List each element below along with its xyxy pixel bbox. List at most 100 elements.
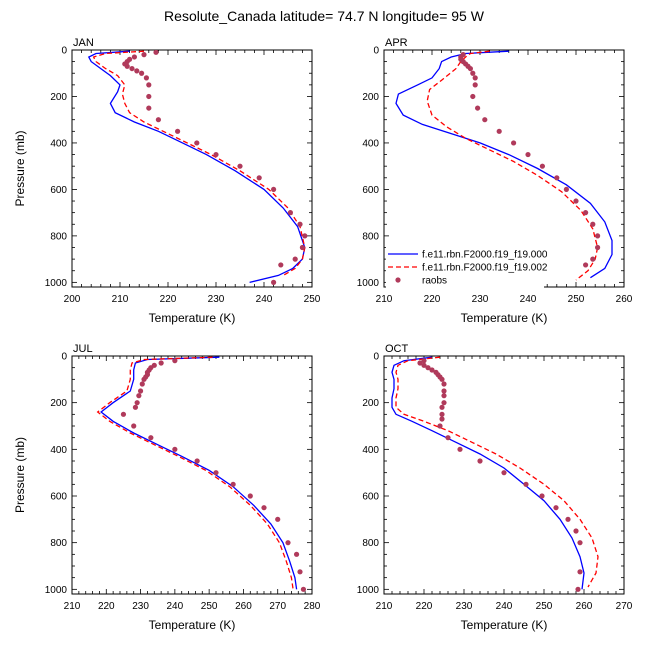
panel-title: OCT [385,343,409,355]
raobs-point [139,70,145,76]
y-tick-label: 600 [50,492,67,503]
y-tick-label: 200 [50,398,67,409]
panel-jan: 200 210 220 230 240 250 0 200 400 600 800 1000 JAN Te… [13,37,321,325]
raobs-point [271,279,277,285]
x-tick-label: 280 [304,601,321,612]
raobs-point [139,381,145,387]
panel-apr: 210 220 230 240 250 260 0 200 400 600 800 1000 APR Te… [357,37,633,325]
x-tick-label: 270 [269,601,286,612]
raobs-point [302,233,308,239]
y-tick-label: 1000 [357,278,380,289]
y-tick-label: 1000 [45,585,68,596]
raobs-point [439,416,445,422]
raobs-point [146,93,152,100]
y-tick-label: 400 [362,138,379,149]
raobs-point [525,151,531,158]
x-axis-label: Temperature (K) [461,311,548,325]
raobs-point [129,65,135,72]
raobs-point [285,540,291,546]
raobs-point [300,586,307,592]
raobs-point [148,435,154,441]
x-tick-label: 230 [132,601,149,612]
raobs-point [172,446,178,452]
legend-label: f.e11.rbn.F2000.f19_f19.000 [422,250,548,261]
raobs-point [261,505,267,511]
legend-label: raobs [422,276,447,287]
series-line-000 [87,50,306,284]
raobs-point [439,376,445,382]
x-tick-label: 250 [304,294,321,305]
raobs-point [441,400,447,406]
y-tick-label: 400 [362,445,379,456]
x-tick-label: 250 [536,601,553,612]
y-tick-label: 800 [362,231,379,242]
series-line-000 [395,50,613,279]
raobs-point [496,128,502,134]
raobs-point [194,140,200,146]
x-tick-label: 240 [520,294,537,305]
raobs-point [441,393,447,399]
raobs-point [256,175,262,181]
raobs-point [457,446,463,452]
raobs-point [120,411,127,417]
raobs-point [146,105,152,111]
x-tick-label: 260 [576,601,593,612]
raobs-point [271,186,277,193]
y-tick-label: 0 [61,46,67,57]
panels-container: 200 210 220 230 240 250 0 200 400 600 800 1000 JAN Te… [13,37,633,632]
raobs-point [237,163,243,169]
raobs-point [445,435,451,441]
series-line-002 [395,356,599,588]
raobs-point [441,388,447,394]
raobs-point [297,569,303,575]
raobs-point [292,256,298,262]
raobs-point [429,367,435,373]
raobs-point [583,262,589,268]
raobs-point [421,358,427,364]
panel-oct: 210 220 230 240 250 260 270 0 200 400 600 800 1000 OC… [357,343,633,632]
figure-title: Resolute_Canada latitude= 74.7 N longitu… [164,8,485,24]
raobs-point [472,82,478,88]
x-tick-label: 260 [235,601,252,612]
raobs-point [554,175,560,181]
raobs-point [143,75,149,81]
y-tick-label: 0 [373,352,379,363]
y-tick-label: 600 [362,492,379,503]
raobs-point [136,393,142,399]
raobs-point [441,381,447,387]
raobs-point [131,423,137,429]
panel-title: APR [385,37,408,49]
y-tick-label: 800 [50,538,67,549]
raobs-point [213,151,219,158]
raobs-point [539,493,545,499]
series-line-002 [96,356,294,590]
y-tick-label: 600 [362,185,379,196]
x-tick-label: 220 [98,601,115,612]
raobs-point [230,481,236,487]
x-tick-label: 210 [376,294,393,305]
x-tick-label: 240 [496,601,513,612]
raobs-point [583,210,589,216]
x-tick-label: 220 [160,294,177,305]
raobs-point [299,244,305,251]
y-tick-label: 200 [362,92,379,103]
x-axis-label: Temperature (K) [149,311,236,325]
raobs-point [575,586,581,592]
raobs-point [134,400,140,406]
x-tick-label: 210 [376,601,393,612]
series-line-002 [92,50,306,276]
raobs-point [417,360,423,366]
raobs-point [213,470,219,476]
raobs-point [155,117,161,123]
series-line-000 [100,356,298,590]
raobs-point [247,493,253,499]
raobs-point [439,411,445,417]
x-tick-label: 240 [256,294,273,305]
raobs-point [158,360,164,366]
y-tick-label: 200 [362,398,379,409]
raobs-point [475,105,481,111]
y-tick-label: 1000 [45,278,68,289]
raobs-point [510,140,517,146]
legend-marker [395,277,401,283]
x-tick-label: 270 [616,601,633,612]
